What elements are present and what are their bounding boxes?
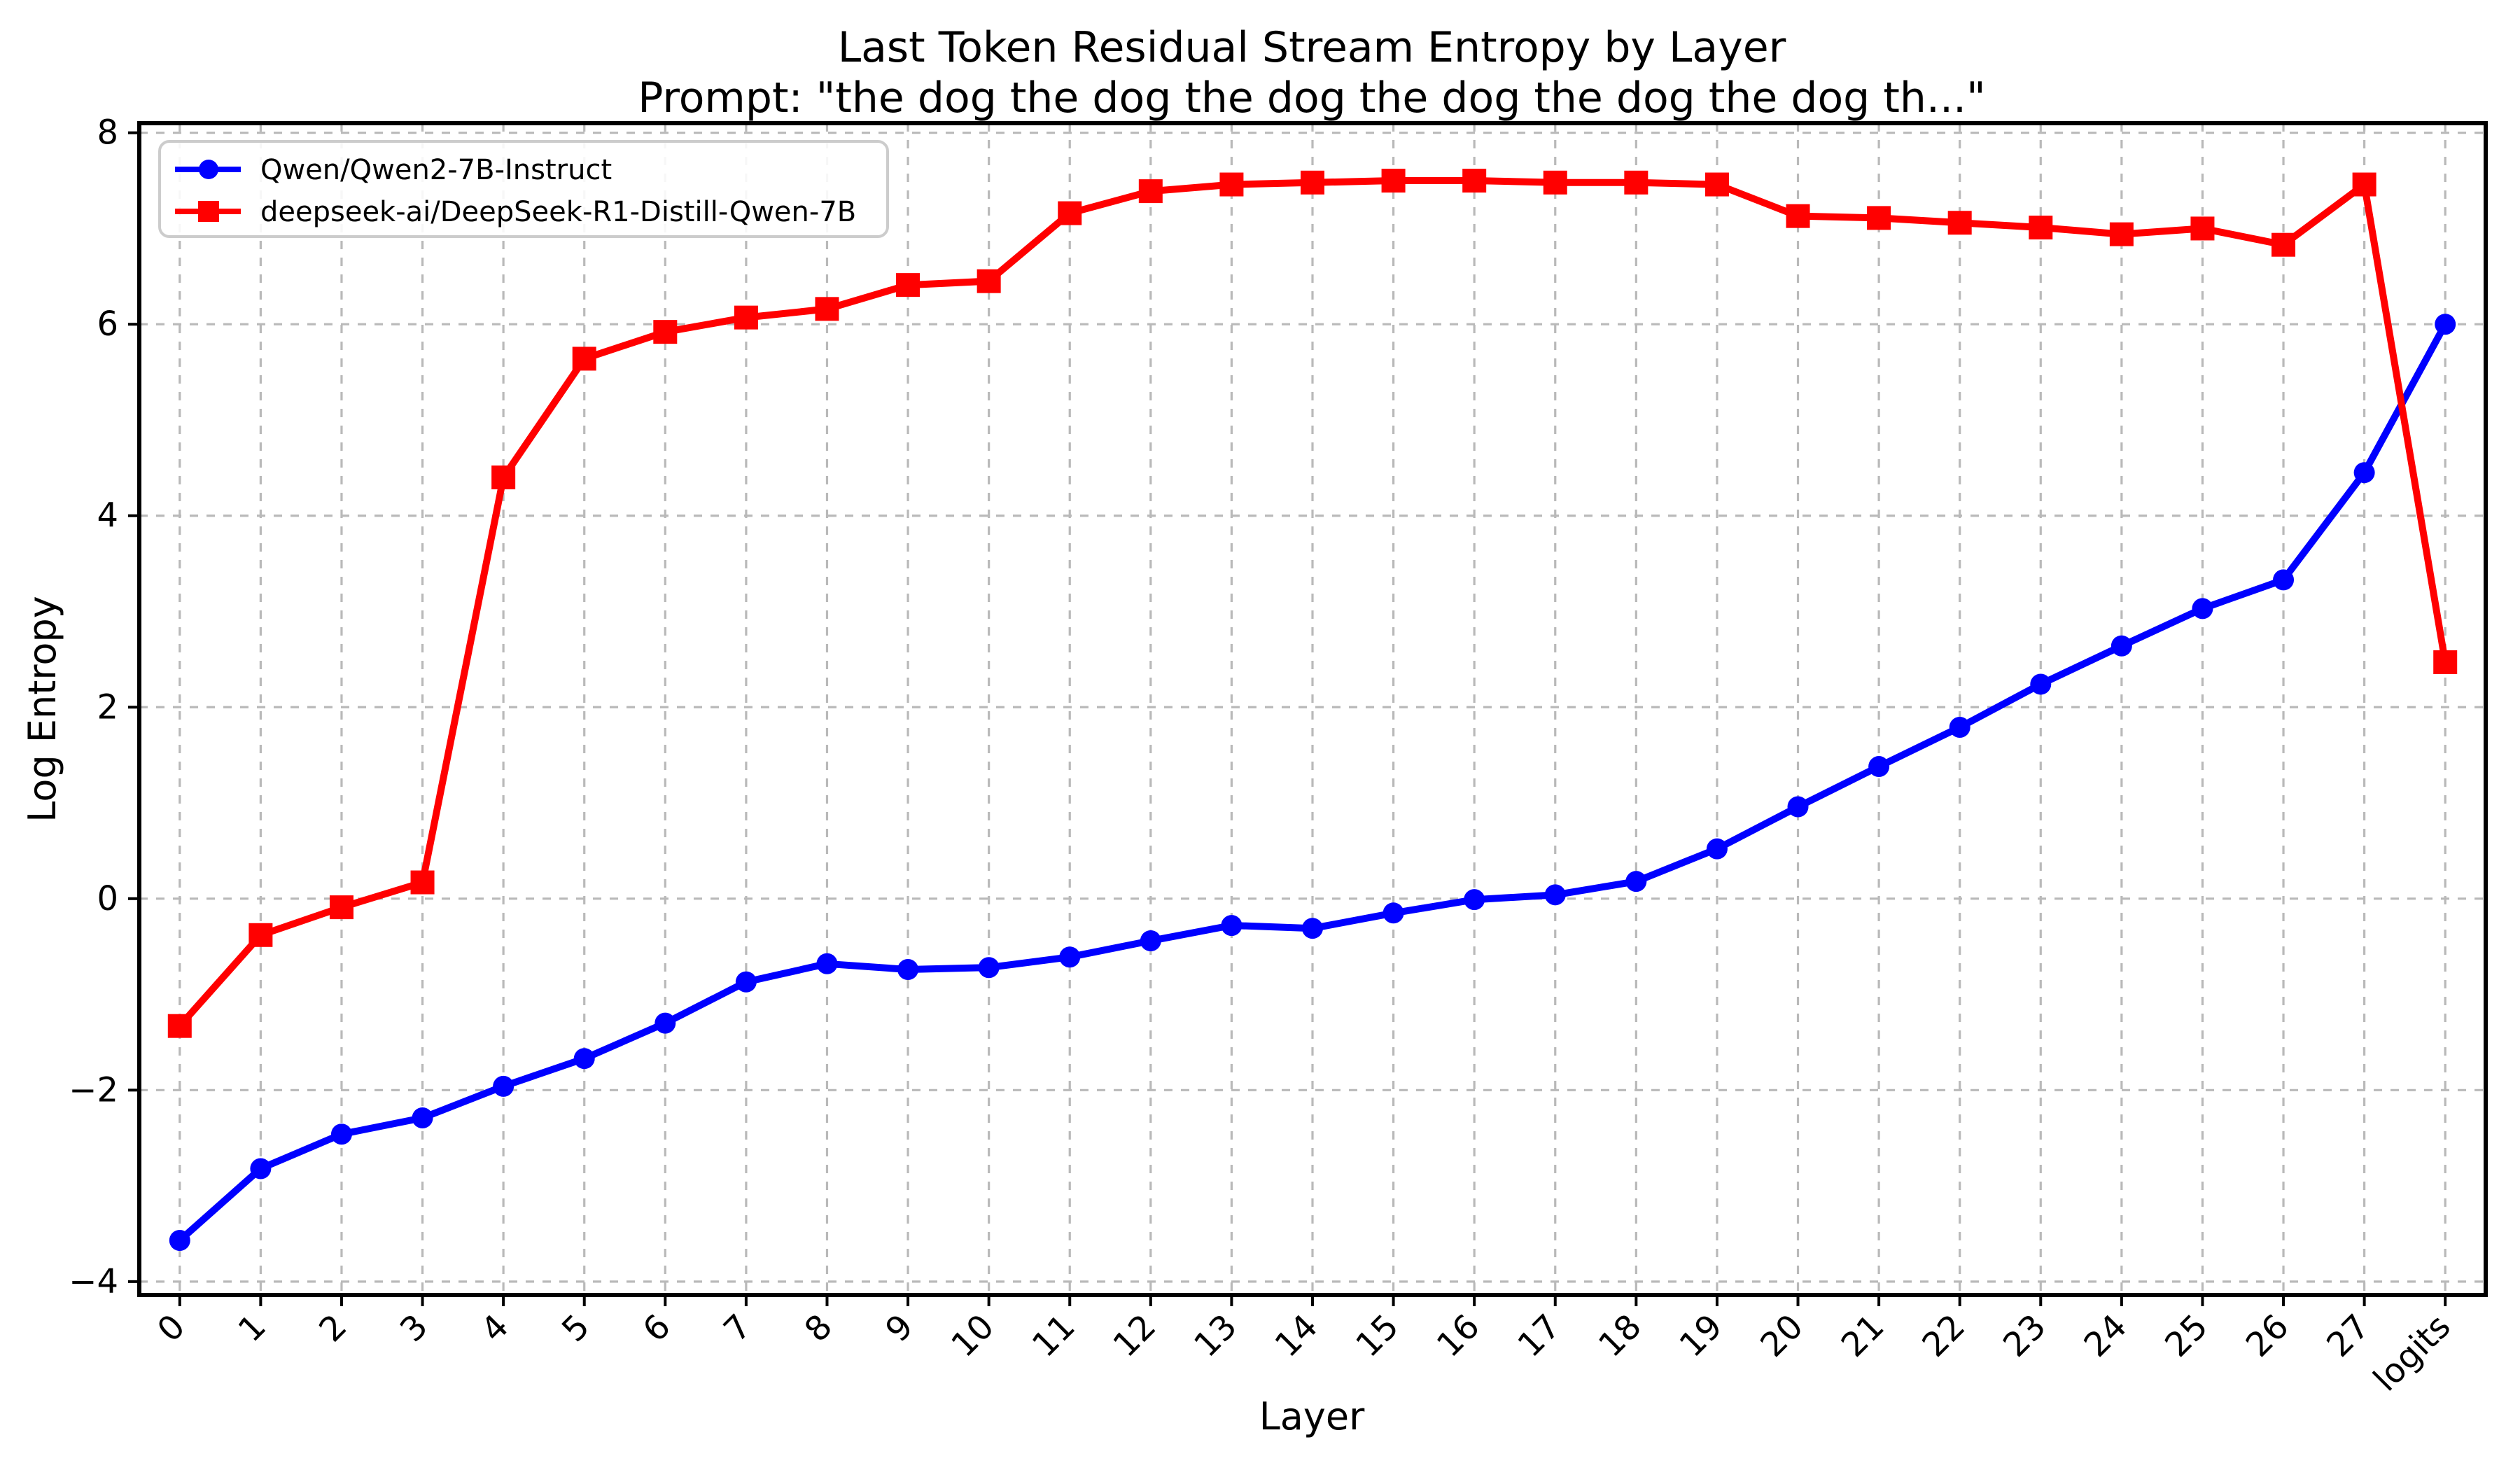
chart-subtitle: Prompt: "the dog the dog the dog the dog…	[638, 74, 1986, 123]
legend-label: Qwen/Qwen2-7B-Instruct	[260, 153, 612, 186]
chart-title: Last Token Residual Stream Entropy by La…	[837, 24, 1786, 73]
svg-text:7: 7	[716, 1307, 759, 1350]
y-axis-label: Log Entropy	[22, 596, 65, 822]
svg-text:−4: −4	[69, 1262, 118, 1301]
svg-text:25: 25	[2157, 1307, 2216, 1365]
svg-text:14: 14	[1268, 1307, 1326, 1365]
red-line-square-marker-icon	[175, 196, 241, 227]
y-tick-labels: 8 6 4 2 0 −2 −4	[69, 113, 118, 1301]
svg-text:2: 2	[97, 687, 118, 727]
series-square	[167, 169, 2458, 1038]
svg-text:23: 23	[1996, 1307, 2054, 1365]
svg-text:5: 5	[554, 1307, 597, 1350]
svg-text:20: 20	[1753, 1307, 1811, 1365]
svg-text:19: 19	[1672, 1307, 1730, 1365]
svg-text:logits: logits	[2366, 1307, 2458, 1399]
tick-marks	[128, 131, 2447, 1306]
svg-text:−2: −2	[69, 1070, 118, 1110]
x-tick-labels: 0 1 2 3 4 5 6 7 8 9 10 11 12 13 14 15 16 17 18 19 20 21 22 23 24…	[150, 1307, 2458, 1399]
svg-text:15: 15	[1348, 1307, 1406, 1365]
svg-text:10: 10	[944, 1307, 1002, 1365]
chart-title-block: Last Token Residual Stream Entropy by La…	[332, 24, 2292, 125]
svg-text:21: 21	[1834, 1307, 1892, 1365]
legend: Qwen/Qwen2-7B-Instruct deepseek-ai/DeepS…	[158, 140, 889, 238]
svg-text:26: 26	[2239, 1307, 2297, 1365]
svg-text:24: 24	[2077, 1307, 2135, 1365]
svg-text:3: 3	[393, 1307, 435, 1350]
svg-text:8: 8	[97, 113, 118, 153]
svg-text:16: 16	[1429, 1307, 1488, 1365]
svg-text:27: 27	[2319, 1307, 2377, 1365]
legend-item: Qwen/Qwen2-7B-Instruct	[175, 148, 886, 190]
svg-text:18: 18	[1591, 1307, 1649, 1365]
svg-text:9: 9	[878, 1307, 920, 1350]
gridlines	[139, 123, 2486, 1295]
series-circle	[169, 314, 2456, 1252]
svg-text:12: 12	[1106, 1307, 1164, 1365]
svg-text:0: 0	[150, 1307, 192, 1350]
svg-text:4: 4	[473, 1307, 516, 1350]
svg-text:6: 6	[636, 1307, 678, 1350]
x-axis-label: Layer	[1259, 1396, 1365, 1439]
legend-item: deepseek-ai/DeepSeek-R1-Distill-Qwen-7B	[175, 190, 886, 232]
legend-label: deepseek-ai/DeepSeek-R1-Distill-Qwen-7B	[260, 195, 857, 228]
svg-text:17: 17	[1510, 1307, 1568, 1365]
svg-text:6: 6	[97, 304, 118, 344]
svg-text:1: 1	[231, 1307, 274, 1350]
svg-text:2: 2	[312, 1307, 354, 1350]
svg-text:8: 8	[797, 1307, 840, 1350]
svg-text:22: 22	[1914, 1307, 1973, 1365]
svg-text:4: 4	[97, 496, 118, 536]
svg-text:13: 13	[1186, 1307, 1245, 1365]
svg-text:0: 0	[97, 879, 118, 918]
svg-text:11: 11	[1025, 1307, 1083, 1365]
blue-line-circle-marker-icon	[175, 154, 241, 185]
